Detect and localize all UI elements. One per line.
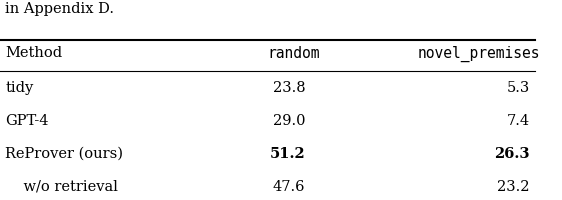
Text: 5.3: 5.3	[507, 81, 530, 95]
Text: ReProver (ours): ReProver (ours)	[6, 147, 123, 161]
Text: 26.3: 26.3	[495, 147, 530, 161]
Text: 47.6: 47.6	[273, 180, 305, 194]
Text: 23.2: 23.2	[497, 180, 530, 194]
Text: GPT-4: GPT-4	[6, 114, 49, 128]
Text: random: random	[268, 46, 320, 61]
Text: 7.4: 7.4	[507, 114, 530, 128]
Text: in Appendix D.: in Appendix D.	[6, 2, 114, 16]
Text: w/o retrieval: w/o retrieval	[6, 180, 118, 194]
Text: novel_premises: novel_premises	[418, 46, 540, 62]
Text: 29.0: 29.0	[273, 114, 305, 128]
Text: 51.2: 51.2	[269, 147, 305, 161]
Text: 23.8: 23.8	[273, 81, 305, 95]
Text: tidy: tidy	[6, 81, 34, 95]
Text: Method: Method	[6, 46, 62, 60]
